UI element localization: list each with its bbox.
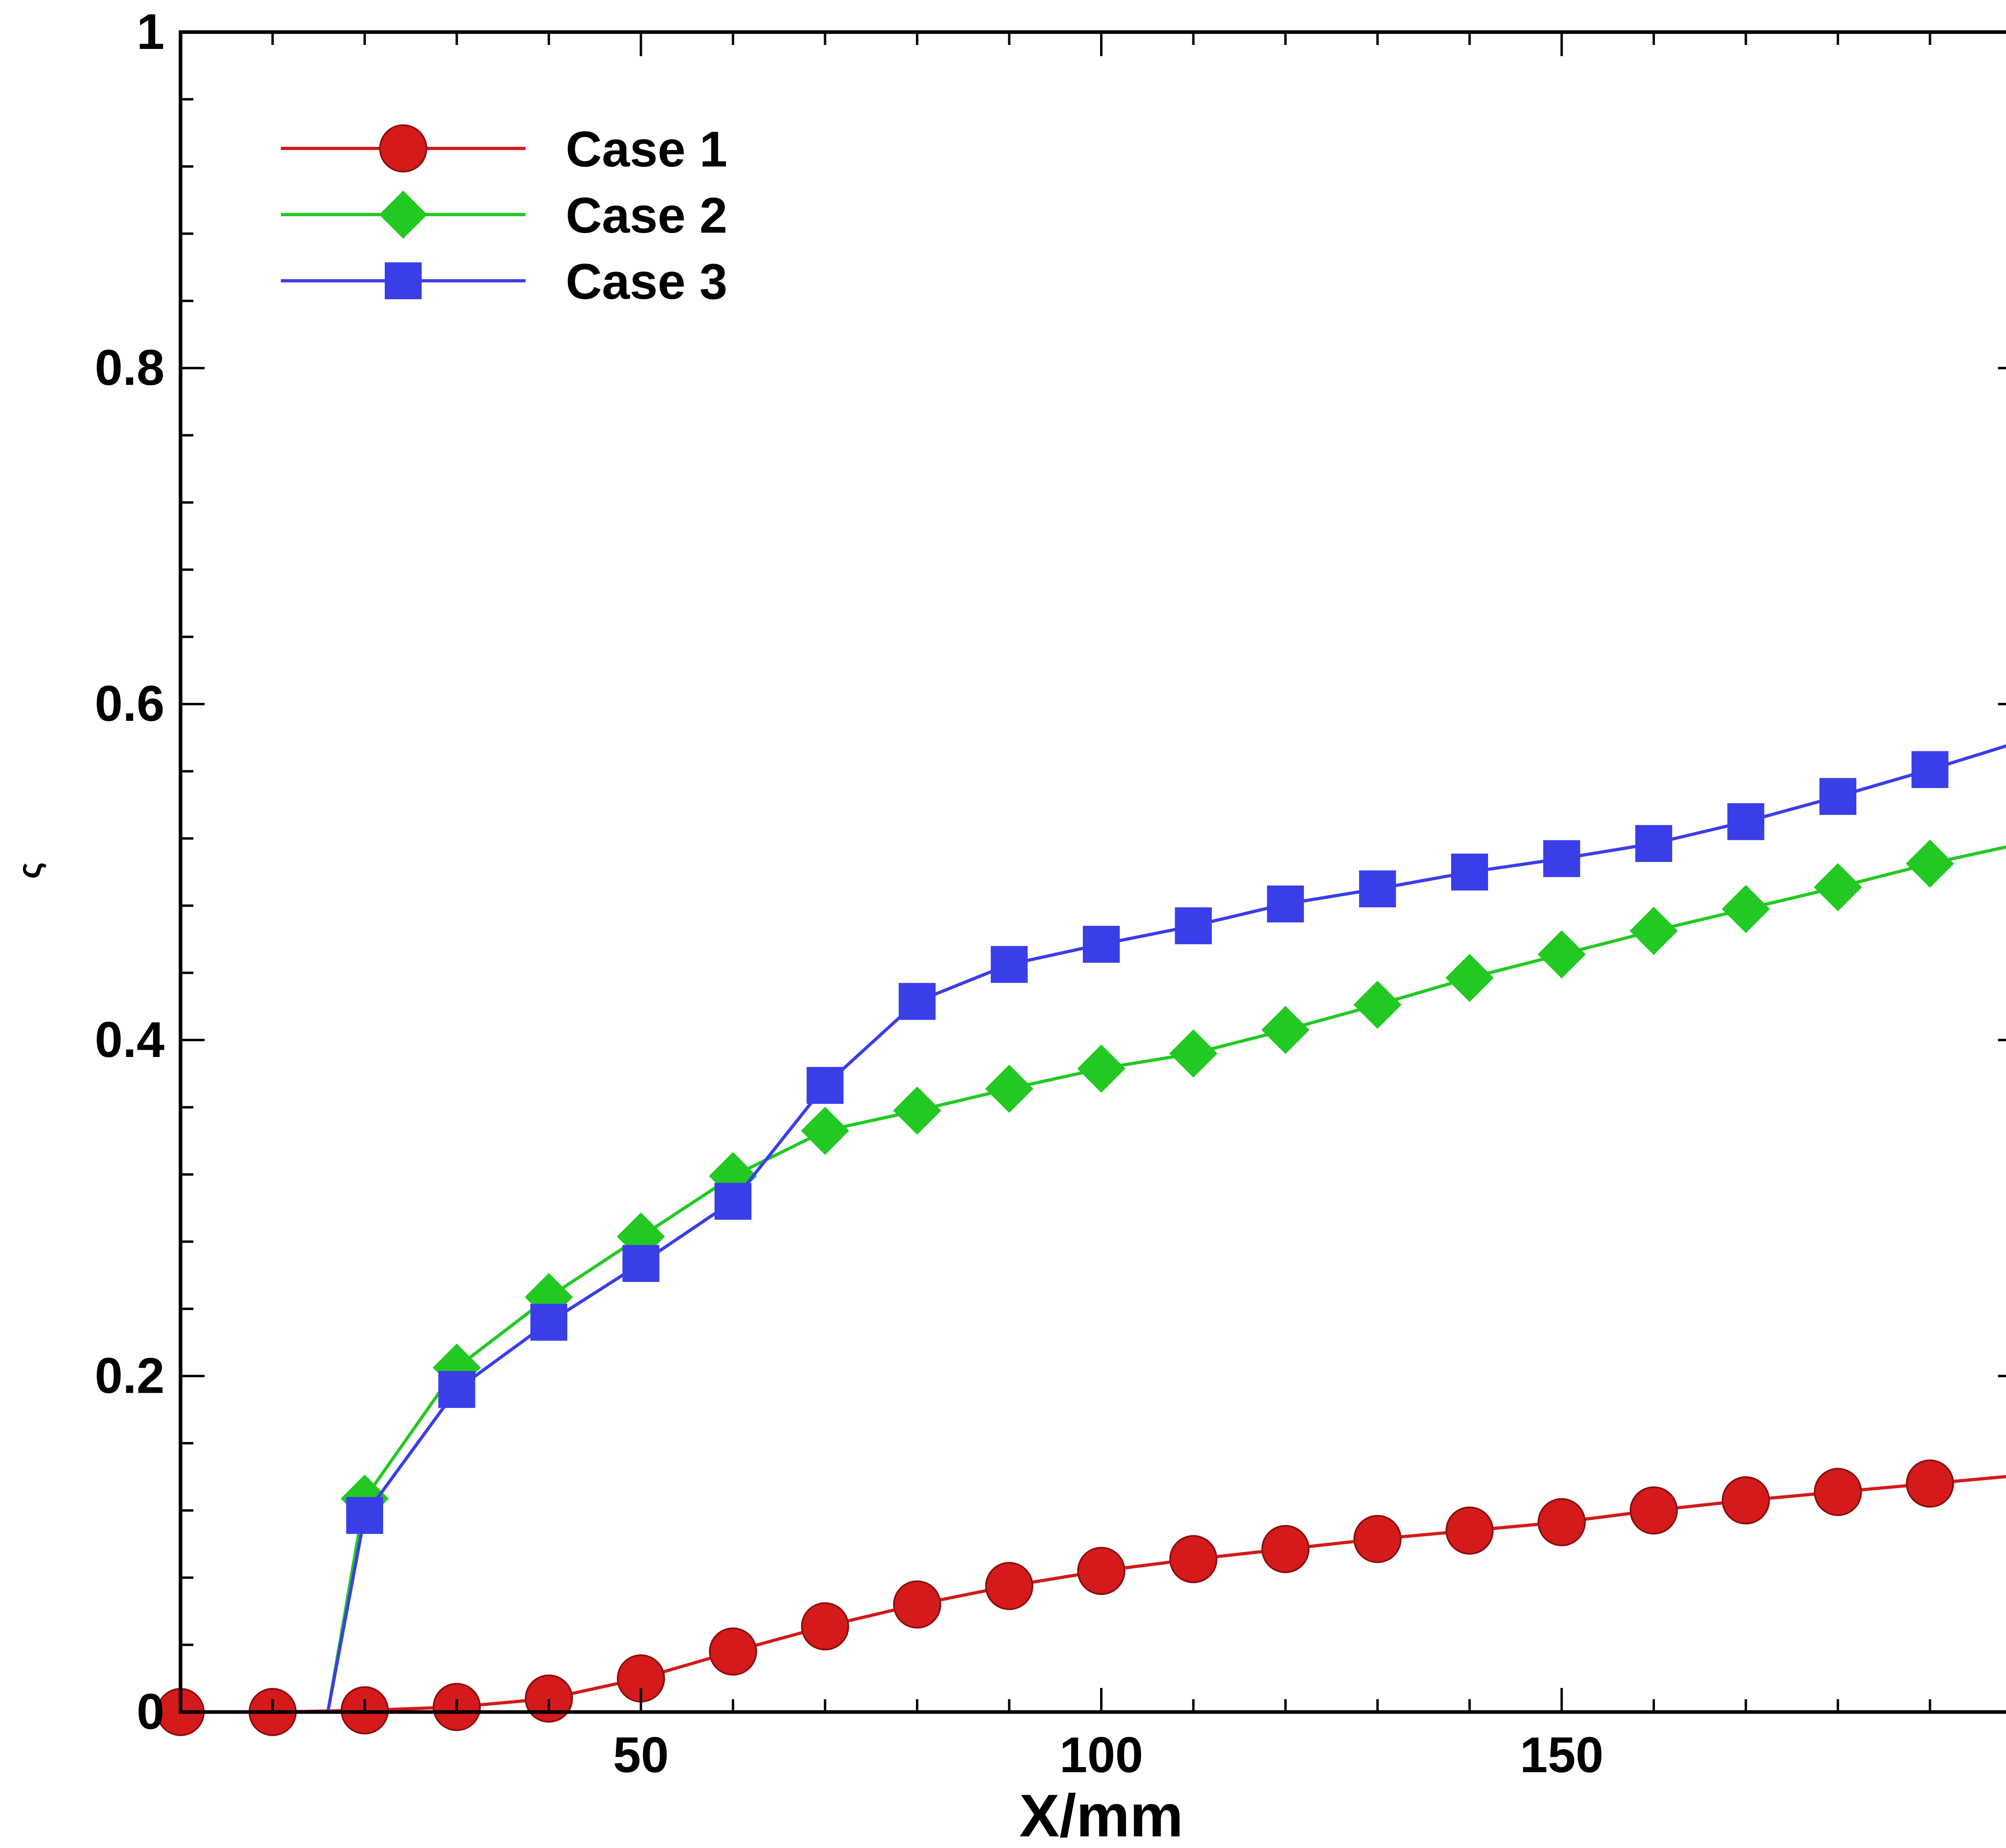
data-point: [985, 1562, 1033, 1610]
data-point: [801, 1106, 849, 1155]
data-point: [985, 1065, 1033, 1113]
data-point: [806, 1067, 844, 1104]
data-point: [1169, 1029, 1218, 1078]
data-point: [1722, 1476, 1770, 1525]
data-point: [1537, 1498, 1586, 1546]
y-axis-label: ς: [11, 862, 47, 879]
data-point: [801, 1602, 849, 1651]
x-tick-label: 150: [1520, 1727, 1604, 1783]
data-point: [1446, 1506, 1494, 1555]
data-point: [1819, 778, 1856, 815]
data-point: [1727, 803, 1764, 840]
data-point: [1543, 840, 1580, 877]
data-point: [893, 1580, 941, 1629]
y-tick-label: 0: [136, 1684, 164, 1740]
x-axis-label: X/mm: [1019, 1782, 1183, 1848]
legend-marker: [385, 262, 422, 299]
data-point: [1911, 751, 1949, 788]
data-point: [1353, 1515, 1402, 1563]
x-tick-label: 100: [1060, 1727, 1143, 1783]
data-point: [1814, 1468, 1862, 1516]
data-point: [1906, 840, 1954, 888]
data-point: [1083, 926, 1120, 963]
data-point: [1261, 1006, 1310, 1054]
y-tick-label: 0.8: [95, 340, 164, 396]
data-point: [438, 1371, 475, 1408]
data-point: [1169, 1535, 1218, 1583]
legend-marker: [379, 191, 427, 239]
data-point: [1353, 980, 1402, 1029]
data-point: [530, 1304, 567, 1341]
data-point: [1077, 1044, 1125, 1093]
data-point: [525, 1674, 573, 1723]
data-point: [991, 946, 1028, 983]
data-point: [1906, 1459, 1954, 1508]
data-point: [715, 1183, 751, 1220]
data-point: [709, 1627, 757, 1676]
series-2: [181, 840, 2006, 1714]
legend: Case 1 Case 2 Case 3: [281, 122, 727, 310]
data-point: [346, 1497, 383, 1534]
legend-label: Case 1: [566, 122, 727, 177]
data-point: [1537, 930, 1586, 979]
legend-item: Case 3: [281, 254, 727, 310]
data-point: [1814, 863, 1862, 911]
legend-marker: [379, 124, 427, 172]
series-1: [156, 1459, 2006, 1736]
x-tick-label: 50: [613, 1727, 669, 1783]
data-point: [1267, 885, 1304, 923]
y-tick-label: 0.4: [95, 1012, 164, 1068]
series-3: [181, 744, 2006, 1714]
y-tick-label: 0.6: [95, 676, 164, 732]
data-point: [1722, 885, 1770, 933]
ticks-layer: [179, 31, 2006, 1713]
data-point: [899, 983, 936, 1020]
labels-layer: 00.20.40.60.8150100150200X/mmς: [11, 4, 1604, 1848]
data-point: [1630, 1486, 1678, 1535]
series-layer: [156, 744, 2006, 1736]
data-point: [1175, 907, 1212, 945]
data-point: [1635, 825, 1672, 862]
data-point: [1359, 870, 1396, 907]
data-point: [1077, 1547, 1125, 1595]
data-point: [1446, 953, 1494, 1002]
legend-label: Case 2: [566, 188, 727, 243]
data-point: [1451, 854, 1488, 891]
data-point: [893, 1086, 941, 1135]
y-tick-label: 1: [136, 4, 164, 60]
legend-item: Case 2: [281, 188, 727, 243]
legend-item: Case 1: [281, 122, 727, 177]
data-point: [1630, 907, 1678, 955]
legend-label: Case 3: [566, 254, 727, 310]
y-tick-label: 0.2: [95, 1348, 164, 1404]
data-point: [622, 1245, 660, 1282]
data-point: [1261, 1525, 1310, 1573]
